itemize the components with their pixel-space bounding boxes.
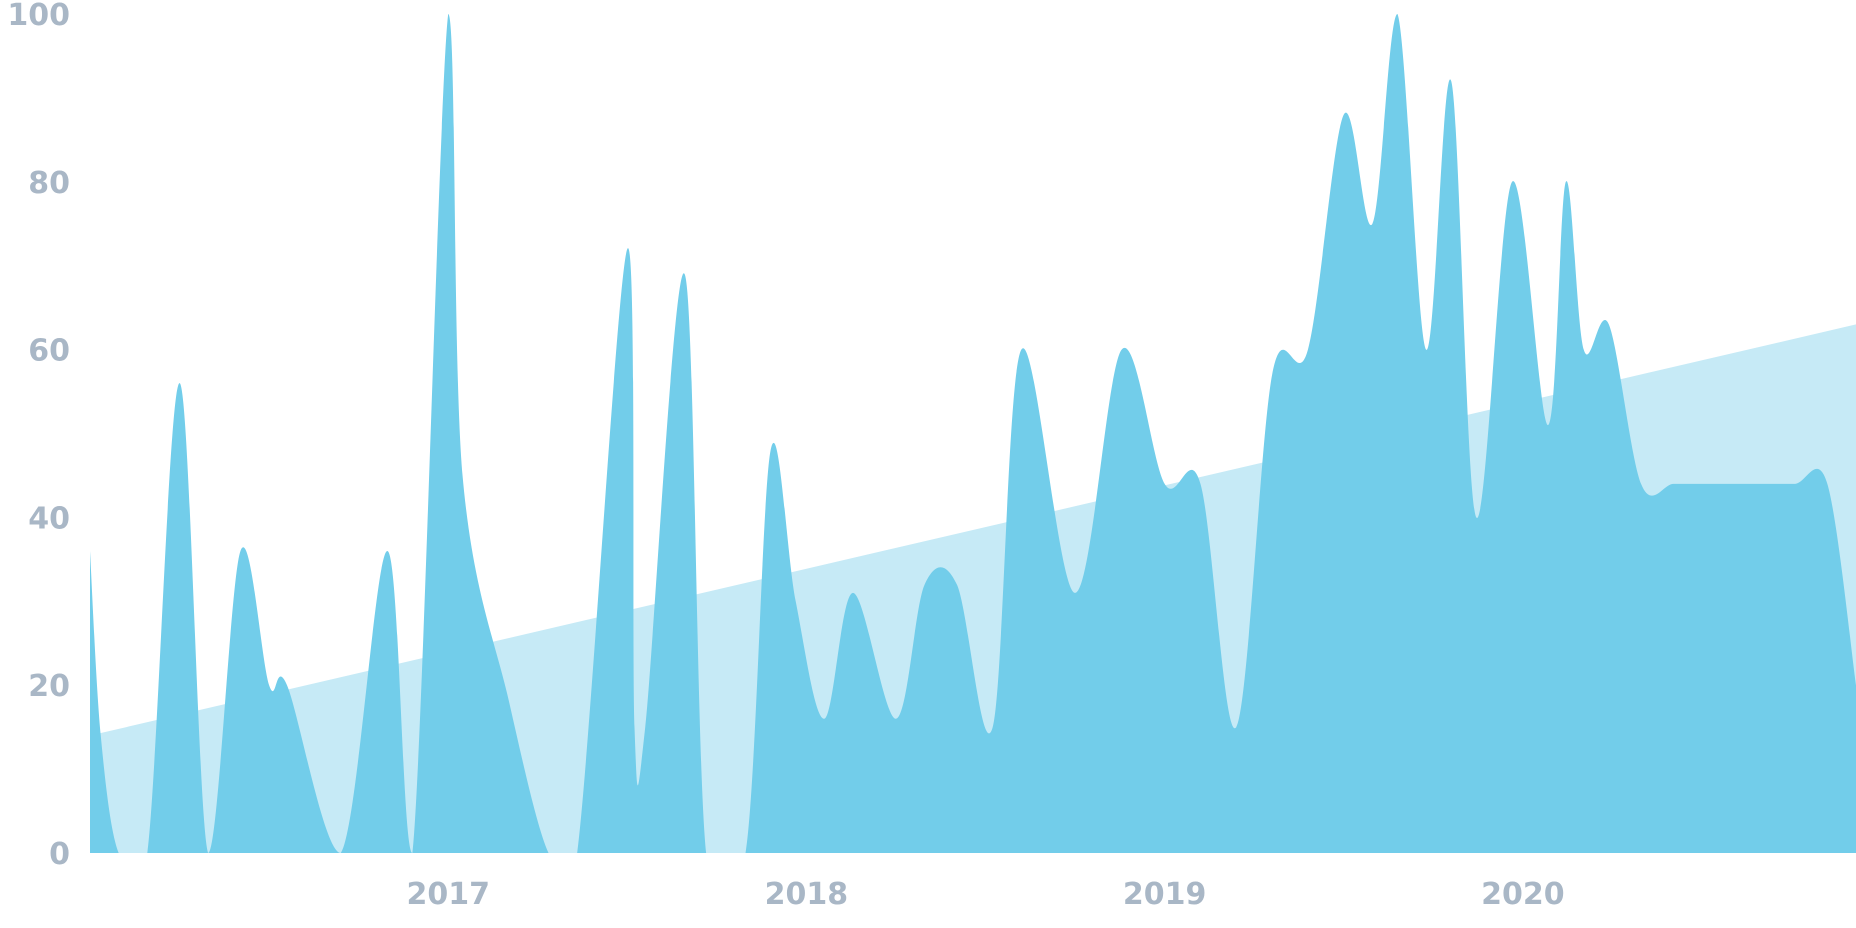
x-tick-label: 2018 xyxy=(765,877,849,912)
x-tick-label: 2017 xyxy=(406,877,490,912)
series-area xyxy=(90,14,1856,853)
x-axis: 2017 2018 2019 2020 xyxy=(406,877,1564,912)
y-tick-label: 0 xyxy=(49,837,70,872)
y-tick-label: 80 xyxy=(28,166,70,201)
x-tick-label: 2020 xyxy=(1481,877,1565,912)
y-tick-label: 60 xyxy=(28,334,70,369)
y-axis: 0 20 40 60 80 100 xyxy=(7,0,70,872)
y-tick-label: 20 xyxy=(28,669,70,704)
series-area-layer xyxy=(90,14,1856,853)
y-tick-label: 100 xyxy=(7,0,70,33)
x-tick-label: 2019 xyxy=(1123,877,1207,912)
y-tick-label: 40 xyxy=(28,501,70,536)
